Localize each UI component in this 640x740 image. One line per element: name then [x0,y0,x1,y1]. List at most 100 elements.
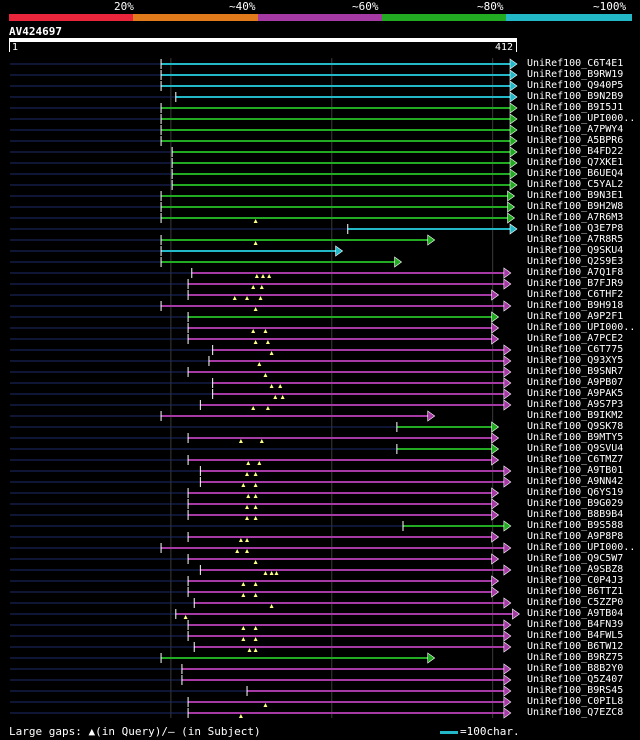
hit-name[interactable]: UniRef100_C5YAL2 [527,179,624,190]
hit-name[interactable]: UniRef100_Q9C5W7 [527,553,624,564]
hit-name[interactable]: UniRef100_B4FN39 [527,619,624,630]
hit-name[interactable]: UniRef100_C0PIL8 [527,696,624,707]
hit-name[interactable]: UniRef100_A9TB04 [527,608,624,619]
query-start-label: 1 [12,42,19,53]
hit-name[interactable]: UniRef100_UPI000.. [527,322,636,333]
hit-name[interactable]: UniRef100_A9SBZ8 [527,564,624,575]
gap-marker-icon [241,483,246,487]
hit-end-arrow [491,289,500,301]
gap-marker-icon [246,494,251,498]
hit-name[interactable]: UniRef100_B9RW19 [527,69,624,80]
hit-name[interactable]: UniRef100_B9N3E1 [527,190,624,201]
hit-name[interactable]: UniRef100_B6TW12 [527,641,624,652]
gap-marker-icon [263,329,268,333]
hit-name[interactable]: UniRef100_B8B9B4 [527,509,624,520]
gap-marker-icon [246,461,251,465]
hit-end-arrow [491,421,500,433]
hit-name[interactable]: UniRef100_A9NN42 [527,476,624,487]
hit-name[interactable]: UniRef100_Q7XKE1 [527,157,624,168]
hit-end-arrow [503,300,512,312]
hit-name[interactable]: UniRef100_Q9SKU4 [527,245,624,256]
gap-marker-icon [238,538,243,542]
hit-name[interactable]: UniRef100_A5BPR6 [527,135,624,146]
hit-end-arrow [503,630,512,642]
gap-marker-icon [253,219,258,223]
gap-marker-icon [278,384,283,388]
hit-name[interactable]: UniRef100_B4FD22 [527,146,624,157]
hit-name[interactable]: UniRef100_B6UEQ4 [527,168,624,179]
hit-name[interactable]: UniRef100_B9RZ75 [527,652,624,663]
gap-marker-icon [265,340,270,344]
hit-name[interactable]: UniRef100_B9H2W8 [527,201,624,212]
hit-name[interactable]: UniRef100_A9TB01 [527,465,624,476]
hit-name[interactable]: UniRef100_A7R8R5 [527,234,624,245]
hit-end-arrow [503,685,512,697]
hit-name[interactable]: UniRef100_B9RS45 [527,685,624,696]
hit-name[interactable]: UniRef100_B4FWL5 [527,630,624,641]
query-end-tick [516,42,517,52]
hit-name[interactable]: UniRef100_Q9SVU4 [527,443,624,454]
hit-end-arrow [427,234,436,246]
gap-marker-icon [232,296,237,300]
hit-name[interactable]: UniRef100_Q940P5 [527,80,624,91]
hit-name[interactable]: UniRef100_B9S588 [527,520,624,531]
gap-marker-icon [241,626,246,630]
scale-segment-purple [258,14,382,21]
hit-end-arrow [491,553,500,565]
hit-name[interactable]: UniRef100_A9P2F1 [527,311,624,322]
hit-name[interactable]: UniRef100_Q9SK78 [527,421,624,432]
hit-name[interactable]: UniRef100_A7PCE2 [527,333,624,344]
gap-marker-icon [245,296,250,300]
hit-end-arrow [503,707,512,719]
query-start-tick [9,42,10,52]
gap-marker-icon [253,582,258,586]
hit-name[interactable]: UniRef100_A9P8P8 [527,531,624,542]
hit-end-arrow [394,256,403,268]
hit-name[interactable]: UniRef100_UPI000.. [527,113,636,124]
hit-name[interactable]: UniRef100_A7PWY4 [527,124,624,135]
hit-name[interactable]: UniRef100_B8B2Y0 [527,663,624,674]
gap-marker-icon [258,296,263,300]
hit-name[interactable]: UniRef100_C6THF2 [527,289,624,300]
hit-name[interactable]: UniRef100_Q2S9E3 [527,256,624,267]
hit-name[interactable]: UniRef100_C5ZZP0 [527,597,624,608]
hit-name[interactable]: UniRef100_B9G029 [527,498,624,509]
hit-name[interactable]: UniRef100_B9N2B9 [527,91,624,102]
hit-name[interactable]: UniRef100_B9MTY5 [527,432,624,443]
hit-end-arrow [503,377,512,389]
hit-name[interactable]: UniRef100_C6T775 [527,344,624,355]
hit-name[interactable]: UniRef100_C6T4E1 [527,58,624,69]
hit-end-arrow [503,542,512,554]
hit-end-arrow [503,267,512,279]
hit-name[interactable]: UniRef100_B9SNR7 [527,366,624,377]
hit-name[interactable]: UniRef100_Q6YS19 [527,487,624,498]
hit-name[interactable]: UniRef100_C0P4J3 [527,575,624,586]
hit-name[interactable]: UniRef100_B9I5J1 [527,102,624,113]
hit-name[interactable]: UniRef100_A9S7P3 [527,399,624,410]
scale-swatch [440,731,458,734]
hit-name[interactable]: UniRef100_UPI000.. [527,542,636,553]
hit-name[interactable]: UniRef100_B9H918 [527,300,624,311]
gap-marker-icon [253,340,258,344]
gap-marker-icon [253,637,258,641]
hit-name[interactable]: UniRef100_Q5Z407 [527,674,624,685]
hit-name[interactable]: UniRef100_Q7EZC8 [527,707,624,718]
gap-marker-icon [261,274,265,278]
hit-name[interactable]: UniRef100_Q3E7P8 [527,223,624,234]
hit-name[interactable]: UniRef100_A7Q1F8 [527,267,624,278]
hit-name[interactable]: UniRef100_A7R6M3 [527,212,624,223]
gap-marker-icon [269,604,274,608]
hit-name[interactable]: UniRef100_Q93XY5 [527,355,624,366]
hit-end-arrow [507,212,516,224]
gap-marker-icon [238,714,243,718]
scale-label-20: 20% [114,0,134,13]
hit-name[interactable]: UniRef100_B7FJR9 [527,278,624,289]
hit-name[interactable]: UniRef100_A9PB07 [527,377,624,388]
hit-name[interactable]: UniRef100_B9IKM2 [527,410,624,421]
hit-name[interactable]: UniRef100_C6TMZ7 [527,454,624,465]
gap-marker-icon [280,395,285,399]
gap-marker-icon [253,626,258,630]
hit-name[interactable]: UniRef100_B6TTZ1 [527,586,624,597]
hit-name[interactable]: UniRef100_A9PAK5 [527,388,624,399]
gap-marker-icon [253,505,258,509]
